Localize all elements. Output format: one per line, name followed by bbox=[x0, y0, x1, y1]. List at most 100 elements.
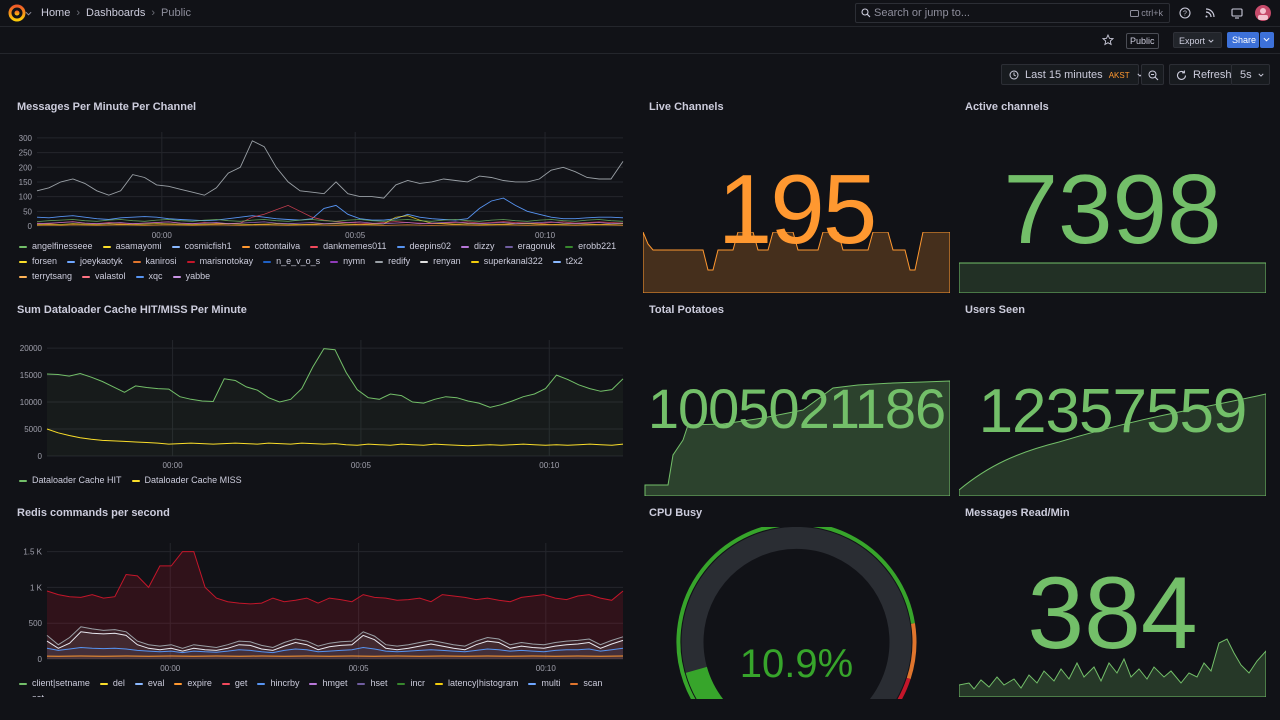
dashboard-toolbar: Public Export Share bbox=[0, 27, 1280, 54]
y-tick-label: 200 bbox=[19, 163, 33, 172]
breadcrumb-dashboards[interactable]: Dashboards bbox=[86, 7, 146, 19]
legend-item[interactable]: xqc bbox=[135, 269, 163, 284]
legend-item[interactable]: cottontailva bbox=[241, 239, 300, 254]
zoom-out-button[interactable] bbox=[1141, 64, 1164, 85]
users-seen-value: 12357559 bbox=[978, 377, 1248, 446]
legend-item[interactable]: valastol bbox=[82, 269, 126, 284]
messages-per-minute-chart[interactable]: 0 50 100 150 200 250 300 00:00 00:05 00:10 bbox=[17, 126, 627, 241]
legend-item[interactable]: hset bbox=[357, 676, 387, 691]
legend-swatch bbox=[420, 260, 429, 263]
share-button[interactable]: Share bbox=[1227, 32, 1259, 48]
legend-label: dizzy bbox=[474, 241, 495, 251]
keyboard-icon bbox=[1130, 10, 1140, 18]
legend-item[interactable]: deepins02 bbox=[396, 239, 452, 254]
legend-label: multi bbox=[541, 678, 561, 688]
x-tick-label: 00:05 bbox=[345, 231, 366, 240]
series-line bbox=[46, 428, 624, 447]
legend-item[interactable]: erobb221 bbox=[565, 239, 616, 254]
legend-label: set bbox=[32, 693, 44, 697]
legend-item[interactable]: Dataloader Cache HIT bbox=[19, 473, 122, 488]
legend-item[interactable]: redify bbox=[375, 254, 410, 269]
legend: angelfinesseee asamayomi cosmicfish1 cotton… bbox=[19, 239, 627, 284]
legend: client|setname del eval expire get hincrby hmg… bbox=[19, 676, 627, 697]
legend-item[interactable]: expire bbox=[174, 676, 212, 691]
legend-item[interactable]: dizzy bbox=[461, 239, 495, 254]
legend-item[interactable]: eval bbox=[134, 676, 164, 691]
legend-item[interactable]: cosmicfish1 bbox=[171, 239, 232, 254]
legend-item[interactable]: forsen bbox=[19, 254, 57, 269]
y-tick-label: 500 bbox=[29, 619, 43, 628]
dataloader-cache-chart[interactable]: 0 5000 10000 15000 20000 00:00 00:05 00:10 bbox=[17, 334, 627, 474]
avatar[interactable] bbox=[1255, 5, 1271, 21]
legend-label: valastol bbox=[95, 271, 126, 281]
legend-item[interactable]: marisnotokay bbox=[186, 254, 253, 269]
legend-item[interactable]: superkanal322 bbox=[470, 254, 543, 269]
legend: Dataloader Cache HIT Dataloader Cache MIS… bbox=[19, 473, 627, 488]
legend-item[interactable]: Dataloader Cache MISS bbox=[131, 473, 242, 488]
share-label: Share bbox=[1232, 35, 1257, 45]
legend-item[interactable]: incr bbox=[397, 676, 425, 691]
messages-read-value: 384 bbox=[1027, 556, 1198, 670]
legend-item[interactable]: client|setname bbox=[19, 676, 90, 691]
breadcrumb: Home › Dashboards › Public bbox=[41, 0, 191, 26]
legend-label: del bbox=[112, 678, 125, 688]
legend-item[interactable]: latency|histogram bbox=[435, 676, 518, 691]
refresh-button[interactable]: Refresh bbox=[1169, 64, 1232, 85]
active-channels-sparkline bbox=[959, 262, 1266, 293]
legend-item[interactable]: t2x2 bbox=[552, 254, 583, 269]
legend-item[interactable]: renyan bbox=[420, 254, 461, 269]
time-range-picker[interactable]: Last 15 minutes AKST bbox=[1001, 64, 1143, 85]
legend-item[interactable]: eragonuk bbox=[504, 239, 555, 254]
refresh-interval-picker[interactable]: 5s bbox=[1231, 64, 1270, 85]
legend-item[interactable]: multi bbox=[528, 676, 560, 691]
grafana-logo-icon[interactable] bbox=[8, 4, 26, 22]
legend-item[interactable]: set bbox=[19, 691, 44, 697]
export-button[interactable]: Export bbox=[1173, 32, 1222, 48]
share-options-button[interactable] bbox=[1260, 32, 1274, 48]
chevron-down-icon[interactable] bbox=[25, 10, 32, 17]
search-input[interactable]: Search or jump to... ctrl+k bbox=[855, 3, 1170, 23]
legend-swatch bbox=[435, 682, 443, 685]
panel-title: Live Channels bbox=[649, 101, 724, 113]
legend-item[interactable]: asamayomi bbox=[102, 239, 162, 254]
legend-item[interactable]: hincrby bbox=[257, 676, 299, 691]
legend-item[interactable]: yabbe bbox=[172, 269, 210, 284]
legend-item[interactable]: joeykaotyk bbox=[67, 254, 123, 269]
legend-label: joeykaotyk bbox=[80, 256, 123, 266]
legend-label: client|setname bbox=[32, 678, 90, 688]
legend-item[interactable]: terrytsang bbox=[19, 269, 72, 284]
legend-label: Dataloader Cache HIT bbox=[32, 475, 122, 485]
news-feed-icon[interactable] bbox=[1203, 6, 1217, 20]
kiosk-mode-icon[interactable] bbox=[1230, 6, 1244, 20]
panel-active-channels: Active channels 7398 bbox=[959, 101, 1266, 293]
legend-swatch bbox=[461, 245, 470, 248]
legend-item[interactable]: get bbox=[221, 676, 247, 691]
help-icon[interactable]: ? bbox=[1178, 6, 1192, 20]
legend-item[interactable]: scan bbox=[570, 676, 602, 691]
legend-swatch bbox=[375, 260, 384, 263]
timezone-badge: AKST bbox=[1108, 71, 1130, 80]
star-icon[interactable] bbox=[1102, 34, 1114, 46]
breadcrumb-current: Public bbox=[161, 7, 191, 19]
legend-label: hmget bbox=[322, 678, 348, 688]
legend-swatch bbox=[174, 682, 183, 685]
search-placeholder: Search or jump to... bbox=[874, 7, 970, 19]
legend-label: deepins02 bbox=[409, 241, 452, 251]
legend-item[interactable]: angelfinesseee bbox=[19, 239, 93, 254]
legend-label: xqc bbox=[148, 271, 163, 281]
legend-item[interactable]: del bbox=[99, 676, 125, 691]
legend-label: n_e_v_o_s bbox=[276, 256, 321, 266]
legend-item[interactable]: kanirosi bbox=[132, 254, 177, 269]
legend-label: incr bbox=[410, 678, 425, 688]
x-tick-label: 00:10 bbox=[539, 461, 560, 470]
legend-swatch bbox=[330, 260, 339, 263]
series-area bbox=[47, 348, 623, 456]
legend-item[interactable]: nymn bbox=[330, 254, 365, 269]
redis-commands-chart[interactable]: 0 500 1 K 1.5 K 00:00 00:05 00:10 bbox=[17, 537, 627, 677]
gauge-track bbox=[681, 527, 912, 699]
legend-item[interactable]: dankmemes011 bbox=[310, 239, 387, 254]
legend-swatch bbox=[19, 245, 27, 248]
breadcrumb-home[interactable]: Home bbox=[41, 7, 71, 19]
legend-item[interactable]: hmget bbox=[309, 676, 347, 691]
legend-item[interactable]: n_e_v_o_s bbox=[263, 254, 320, 269]
